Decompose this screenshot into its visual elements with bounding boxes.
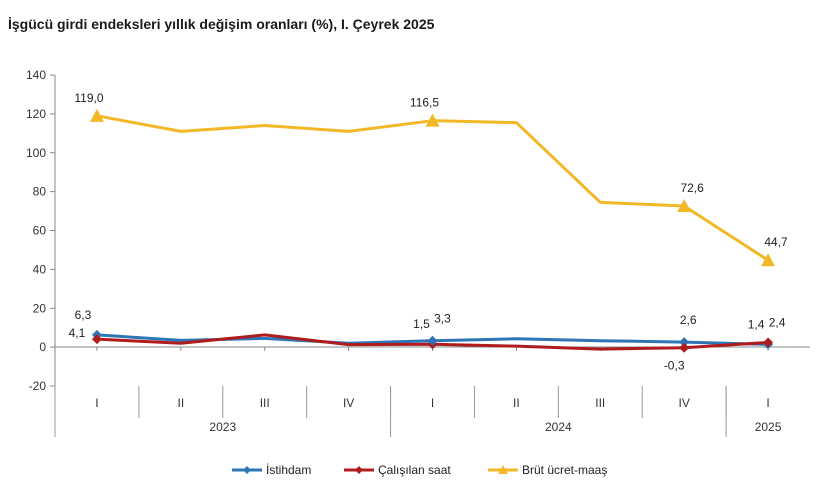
x-tick-label: II xyxy=(513,396,520,410)
chart-title: İşgücü girdi endeksleri yıllık değişim o… xyxy=(8,16,435,32)
data-marker xyxy=(677,199,692,213)
data-label: 3,3 xyxy=(434,312,451,326)
data-label: 1,5 xyxy=(413,317,430,331)
x-tick-label: III xyxy=(595,396,605,410)
x-tick-label: IV xyxy=(343,396,354,410)
series-markers-group xyxy=(89,108,776,353)
data-marker xyxy=(679,342,690,353)
data-marker xyxy=(425,113,440,127)
legend-label: Brüt ücret-maaş xyxy=(522,463,607,477)
x-tick-label: IV xyxy=(678,396,689,410)
legend: İstihdam Çalışılan saat Brüt ücret-maaş xyxy=(232,463,607,477)
data-label: 2,6 xyxy=(680,313,697,327)
data-marker xyxy=(89,108,104,122)
year-label: 2025 xyxy=(755,420,782,434)
data-label: 44,7 xyxy=(764,235,788,249)
data-marker xyxy=(679,337,690,348)
y-tick-label: 20 xyxy=(33,301,47,315)
legend-marker xyxy=(498,465,508,474)
year-label: 2024 xyxy=(545,420,572,434)
y-tick-label: 120 xyxy=(26,107,46,121)
y-tick-label: 0 xyxy=(39,340,46,354)
data-label: 116,5 xyxy=(410,96,439,110)
data-label: 72,6 xyxy=(680,181,704,195)
data-label: 2,4 xyxy=(769,315,786,329)
x-tick-label: II xyxy=(177,396,184,410)
x-tick-label: I xyxy=(95,396,98,410)
y-tick-label: -20 xyxy=(29,379,47,393)
data-label: -0,3 xyxy=(664,359,685,373)
data-label: 119,0 xyxy=(74,91,103,105)
year-label: 2023 xyxy=(209,420,236,434)
data-label: 6,3 xyxy=(75,308,92,322)
y-tick-label: 80 xyxy=(33,185,47,199)
legend-label: Çalışılan saat xyxy=(378,463,451,477)
x-tick-label: I xyxy=(431,396,434,410)
series-lines-group xyxy=(96,114,769,351)
data-marker xyxy=(91,334,102,345)
data-labels-group: 6,3 4,1 119,0 1,5 3,3 116,5 2,6 -0,3 72,6 1,4 2,4 4… xyxy=(69,91,788,373)
y-tick-label: 40 xyxy=(33,262,47,276)
legend-marker xyxy=(243,466,251,474)
data-marker xyxy=(763,337,774,348)
series-line xyxy=(96,114,769,262)
data-label: 1,4 xyxy=(748,317,765,331)
legend-label: İstihdam xyxy=(266,463,311,477)
y-tick-label: 140 xyxy=(26,68,46,82)
data-marker xyxy=(427,335,438,346)
x-tick-label: I xyxy=(766,396,769,410)
y-tick-label: 100 xyxy=(26,146,46,160)
data-label: 4,1 xyxy=(69,326,86,340)
x-tick-label: III xyxy=(260,396,270,410)
data-marker xyxy=(761,253,776,267)
legend-marker xyxy=(355,466,363,474)
y-tick-label: 60 xyxy=(33,224,47,238)
